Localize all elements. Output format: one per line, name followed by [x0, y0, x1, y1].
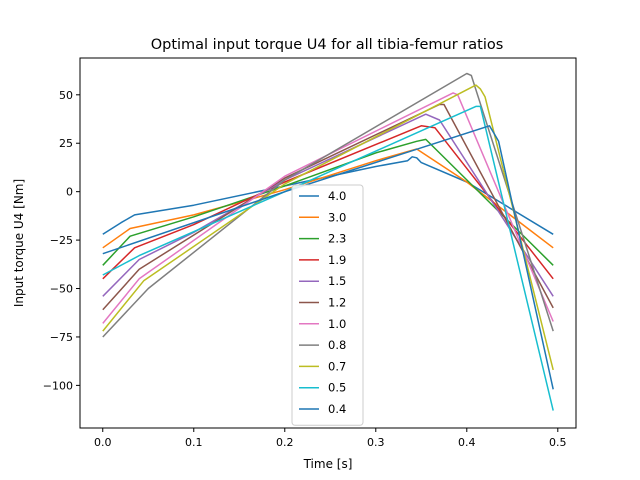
x-tick-label: 0.3 — [367, 436, 385, 449]
x-axis-label: Time [s] — [303, 457, 353, 471]
y-tick-label: −25 — [50, 234, 73, 247]
legend-label: 4.0 — [328, 189, 346, 203]
series-line-6 — [102, 92, 554, 324]
x-axis-ticks: 0.0 0.1 0.2 0.3 0.4 0.5 — [94, 428, 567, 449]
legend-label: 1.5 — [328, 274, 346, 288]
y-tick-label: −75 — [50, 331, 73, 344]
legend-label: 3.0 — [328, 210, 346, 224]
series-line-3 — [102, 125, 554, 280]
legend: 4.0 3.0 2.3 1.9 1.5 1.2 1.0 0.8 0.7 0.5 0.4 — [291, 184, 364, 426]
x-tick-label: 0.2 — [276, 436, 294, 449]
legend-label: 1.9 — [328, 253, 346, 267]
series-line-1 — [102, 148, 554, 249]
legend-label: 0.8 — [328, 338, 346, 352]
series-line-5 — [102, 103, 554, 311]
y-axis-ticks: −100 −75 −50 −25 0 25 50 — [43, 89, 80, 392]
y-tick-label: −50 — [50, 283, 73, 296]
series-line-2 — [102, 138, 554, 266]
legend-label: 1.0 — [328, 317, 346, 331]
y-tick-label: 0 — [66, 186, 73, 199]
series-line-0 — [102, 156, 554, 235]
x-tick-label: 0.1 — [185, 436, 203, 449]
legend-label: 0.4 — [328, 402, 346, 416]
y-tick-label: −100 — [43, 379, 73, 392]
plot-lines — [102, 72, 554, 411]
series-line-10 — [102, 125, 554, 390]
y-tick-label: 25 — [59, 137, 73, 150]
legend-box — [291, 184, 364, 426]
x-tick-label: 0.4 — [458, 436, 476, 449]
chart-title: Optimal input torque U4 for all tibia-fe… — [151, 37, 504, 53]
series-line-7 — [102, 72, 554, 338]
legend-label: 2.3 — [328, 232, 346, 246]
y-axis-label: Input torque U4 [Nm] — [12, 179, 26, 307]
legend-label: 0.5 — [328, 381, 346, 395]
y-tick-label: 50 — [59, 89, 73, 102]
x-tick-label: 0.0 — [94, 436, 112, 449]
plot-frame — [79, 57, 577, 429]
series-line-8 — [102, 84, 554, 371]
legend-label: 0.7 — [328, 359, 346, 373]
series-line-9 — [102, 105, 554, 411]
x-tick-label: 0.5 — [549, 436, 567, 449]
legend-label: 1.2 — [328, 296, 346, 310]
